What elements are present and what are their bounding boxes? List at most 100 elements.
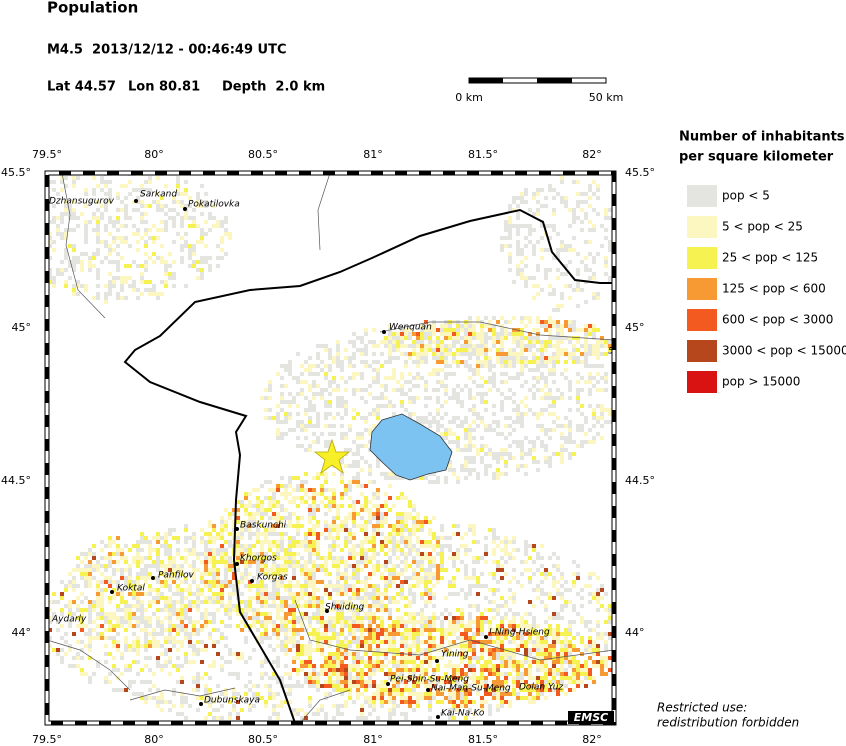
population-cell — [388, 404, 392, 408]
population-cell — [340, 368, 344, 372]
population-cell — [468, 388, 472, 392]
population-cell — [452, 628, 456, 632]
population-cell — [392, 664, 396, 668]
population-cell — [544, 224, 548, 228]
population-cell — [188, 244, 192, 248]
population-cell — [528, 452, 532, 456]
population-cell — [212, 616, 216, 620]
population-cell — [432, 368, 436, 372]
population-cell — [164, 204, 168, 208]
population-cell — [540, 372, 544, 376]
population-cell — [88, 676, 92, 680]
population-cell — [440, 384, 444, 388]
population-cell — [160, 708, 164, 712]
population-cell — [476, 448, 480, 452]
population-cell — [328, 380, 332, 384]
population-cell — [536, 552, 540, 556]
population-cell — [184, 536, 188, 540]
population-cell — [600, 596, 604, 600]
population-cell — [204, 260, 208, 264]
population-cell — [576, 180, 580, 184]
population-cell — [604, 608, 608, 612]
population-cell — [312, 572, 316, 576]
population-cell — [352, 460, 356, 464]
population-cell — [604, 256, 608, 260]
population-cell — [248, 516, 252, 520]
population-cell — [140, 280, 144, 284]
population-cell — [84, 204, 88, 208]
population-cell — [572, 608, 576, 612]
population-cell — [72, 184, 76, 188]
population-cell — [324, 536, 328, 540]
population-cell — [180, 700, 184, 704]
population-cell — [308, 556, 312, 560]
population-cell — [404, 656, 408, 660]
population-cell — [564, 272, 568, 276]
population-cell — [412, 576, 416, 580]
population-cell — [532, 440, 536, 444]
population-cell — [76, 292, 80, 296]
population-cell — [364, 332, 368, 336]
population-cell — [588, 220, 592, 224]
population-cell — [364, 588, 368, 592]
population-cell — [284, 692, 288, 696]
population-cell — [204, 232, 208, 236]
population-cell — [548, 184, 552, 188]
population-cell — [288, 512, 292, 516]
population-cell — [412, 688, 416, 692]
population-cell — [116, 236, 120, 240]
population-cell — [140, 540, 144, 544]
population-cell — [588, 644, 592, 648]
population-cell — [284, 632, 288, 636]
population-cell — [196, 552, 200, 556]
population-cell — [512, 196, 516, 200]
population-cell — [356, 608, 360, 612]
population-cell — [276, 712, 280, 716]
population-cell — [220, 636, 224, 640]
population-cell — [48, 236, 52, 240]
population-cell — [392, 412, 396, 416]
population-cell — [480, 444, 484, 448]
population-cell — [544, 392, 548, 396]
population-cell — [260, 572, 264, 576]
population-cell — [436, 480, 440, 484]
population-cell — [484, 596, 488, 600]
population-cell — [568, 296, 572, 300]
population-cell — [428, 700, 432, 704]
population-cell — [532, 620, 536, 624]
population-cell — [500, 404, 504, 408]
population-cell — [540, 248, 544, 252]
population-cell — [132, 208, 136, 212]
population-cell — [496, 580, 500, 584]
population-cell — [236, 652, 240, 656]
population-cell — [96, 200, 100, 204]
population-cell — [208, 688, 212, 692]
population-cell — [180, 692, 184, 696]
population-cell — [588, 576, 592, 580]
population-cell — [124, 264, 128, 268]
population-cell — [464, 448, 468, 452]
population-cell — [164, 212, 168, 216]
population-cell — [364, 416, 368, 420]
population-cell — [476, 392, 480, 396]
population-cell — [276, 572, 280, 576]
population-cell — [416, 384, 420, 388]
population-cell — [316, 364, 320, 368]
population-cell — [136, 672, 140, 676]
population-cell — [480, 632, 484, 636]
population-cell — [104, 240, 108, 244]
population-cell — [436, 352, 440, 356]
population-cell — [136, 208, 140, 212]
population-cell — [376, 412, 380, 416]
population-cell — [200, 272, 204, 276]
population-cell — [336, 536, 340, 540]
population-cell — [92, 228, 96, 232]
population-cell — [48, 280, 52, 284]
population-cell — [476, 348, 480, 352]
population-cell — [300, 684, 304, 688]
population-cell — [592, 628, 596, 632]
population-cell — [280, 680, 284, 684]
population-cell — [308, 652, 312, 656]
population-cell — [132, 188, 136, 192]
population-cell — [180, 244, 184, 248]
